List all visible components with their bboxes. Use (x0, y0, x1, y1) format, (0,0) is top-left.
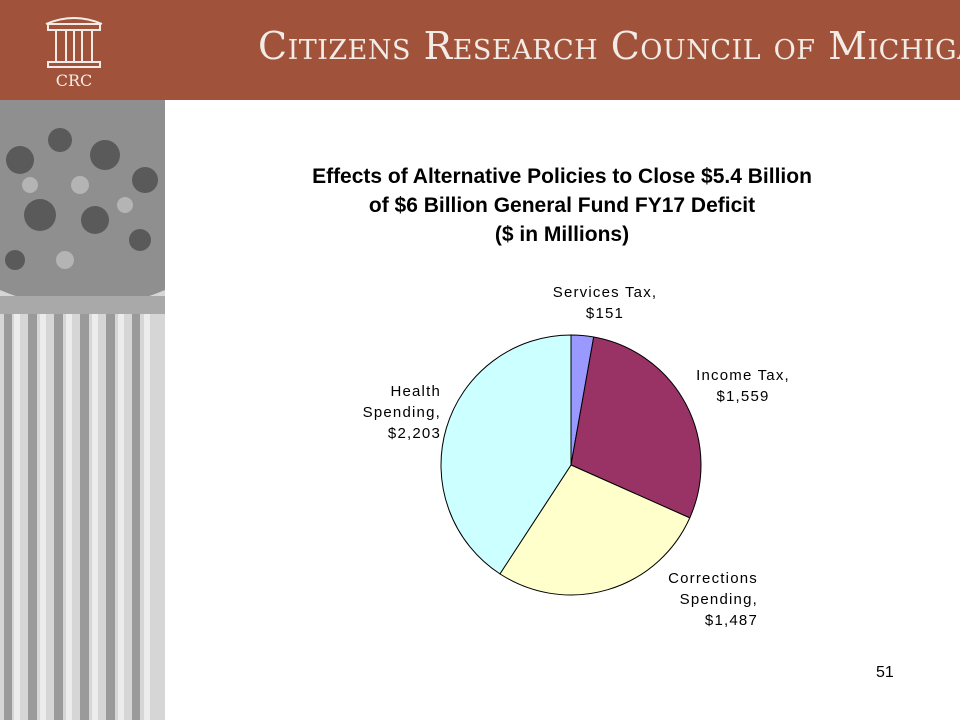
header-banner: CRC Citizens Research Council of Michiga… (0, 0, 960, 100)
slice-label-services-tax: Services Tax, $151 (543, 282, 667, 324)
slice-label-line: Spending, (362, 404, 441, 421)
slice-label-line: $1,487 (704, 612, 758, 629)
slice-label-line: $1,559 (716, 388, 770, 405)
chart-title-line-3: ($ in Millions) (494, 223, 630, 246)
slice-label-income-tax: Income Tax, $1,559 (693, 365, 793, 407)
slice-label-line: Health (390, 383, 441, 400)
slice-label-corrections-spending: Corrections Spending, $1,487 (648, 568, 758, 631)
pie-slice-3 (440, 334, 572, 575)
slice-label-line: Services Tax, (552, 284, 658, 301)
slice-label-line: Income Tax, (696, 367, 790, 384)
chart-title-line-2: of $6 Billion General Fund FY17 Deficit (368, 194, 756, 217)
greek-column-image (0, 100, 165, 720)
pie-slice-0 (570, 334, 595, 466)
slice-label-line: Spending, (679, 591, 758, 608)
slice-label-health-spending: Health Spending, $2,203 (345, 381, 441, 444)
chart-title: Effects of Alternative Policies to Close… (262, 162, 862, 249)
slice-label-line: $2,203 (387, 425, 441, 442)
page-number: 51 (876, 664, 894, 681)
logo-text: CRC (56, 71, 93, 90)
slice-label-line: Corrections (668, 570, 758, 587)
pie-slice-1 (570, 336, 702, 519)
chart-title-line-1: Effects of Alternative Policies to Close… (312, 165, 812, 188)
slice-label-line: $151 (585, 305, 625, 322)
crc-logo-icon: CRC (45, 17, 103, 90)
org-name: Citizens Research Council of Michigan (258, 24, 960, 68)
